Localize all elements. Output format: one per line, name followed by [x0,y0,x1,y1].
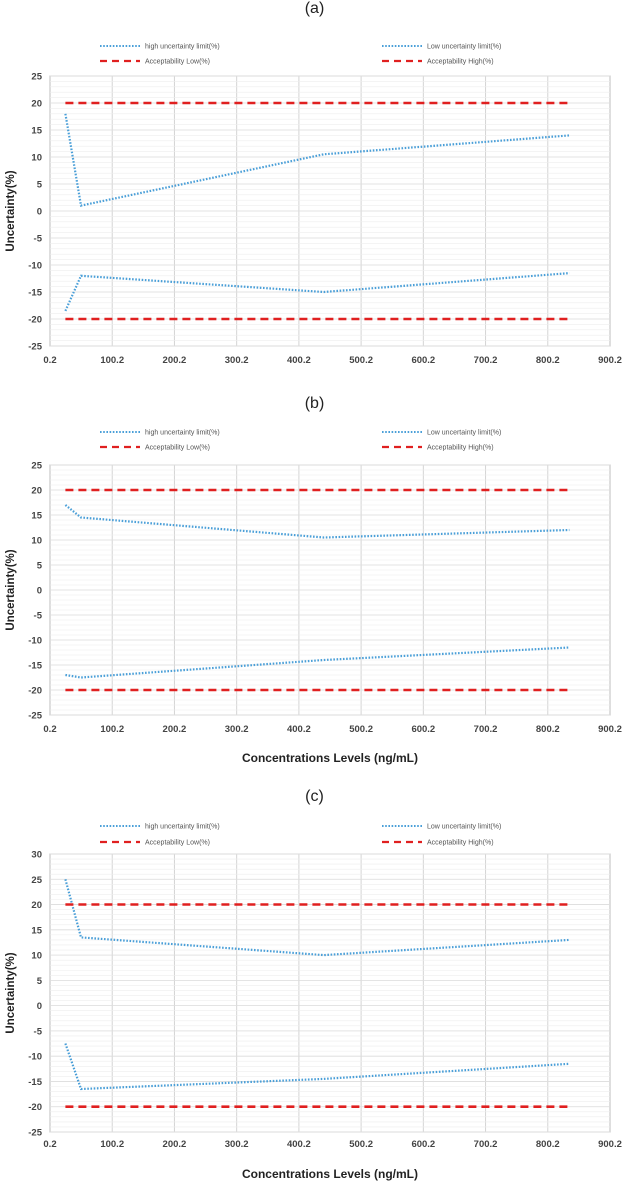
panel-label-b: (b) [304,395,325,412]
legend-label-3: Acceptability Low(%) [145,59,210,66]
x-tick-label: 900.2 [598,724,622,735]
x-axis-title: Concentrations Levels (ng/mL) [242,1167,418,1181]
x-tick-label: 400.2 [287,1139,311,1150]
x-tick-label: 600.2 [411,724,435,735]
y-tick-label: -10 [28,1052,42,1063]
y-tick-label: 10 [31,153,42,164]
legend-label-4: Acceptability High(%) [427,445,494,452]
y-tick-label: 15 [31,511,42,522]
series-line-high-uncertainty-limit [64,113,570,207]
legend-label-1: high uncertainty limit(%) [145,824,220,831]
y-tick-label: -10 [28,261,42,272]
y-tick-label: 20 [31,486,42,497]
uncertainty-chart-c: high uncertainty limit(%) Low uncertainty… [5,824,622,1182]
x-tick-label: 700.2 [474,724,498,735]
legend-label-3: Acceptability Low(%) [145,445,210,452]
x-tick-label: 900.2 [598,355,622,366]
series-line-low-uncertainty-limit [64,1043,570,1091]
uncertainty-chart-b: high uncertainty limit(%) Low uncertainty… [5,430,622,766]
y-tick-label: 5 [37,561,43,572]
series-line-low-uncertainty-limit [65,646,570,679]
legend-label-2: Low uncertainty limit(%) [427,824,501,831]
y-tick-label: 25 [31,461,42,472]
y-tick-label: 25 [31,72,42,83]
x-tick-label: 900.2 [598,1139,622,1150]
y-axis-title: Uncertainty(%) [5,549,17,630]
y-tick-label: 0 [37,207,42,218]
legend-label-2: Low uncertainty limit(%) [427,430,501,437]
x-tick-label: 400.2 [287,355,311,366]
y-tick-label: 20 [31,99,42,110]
series-line-high-uncertainty-limit [64,879,570,957]
x-tick-label: 0.2 [43,1139,56,1150]
y-tick-label: 10 [31,951,42,962]
legend-label-2: Low uncertainty limit(%) [427,44,501,51]
uncertainty-chart-a: high uncertainty limit(%) Low uncertainty… [5,44,622,367]
x-tick-label: 100.2 [100,1139,124,1150]
y-axis-title: Uncertainty(%) [5,170,17,251]
y-axis-title: Uncertainty(%) [5,952,17,1033]
x-tick-label: 400.2 [287,724,311,735]
x-tick-label: 300.2 [225,724,249,735]
y-tick-label: -25 [28,711,42,722]
plot-area [49,853,611,1133]
y-tick-label: -5 [34,234,43,245]
y-tick-label: 30 [31,850,42,861]
x-tick-label: 300.2 [225,355,249,366]
y-tick-label: 0 [37,586,42,597]
y-tick-label: -20 [28,315,42,326]
legend-label-1: high uncertainty limit(%) [145,430,220,437]
x-axis-title: Concentrations Levels (ng/mL) [242,751,418,765]
x-tick-label: 200.2 [163,1139,187,1150]
y-tick-label: -20 [28,686,42,697]
panel-label-a: (a) [304,0,325,17]
x-tick-label: 100.2 [100,355,124,366]
y-tick-label: -15 [28,288,42,299]
legend-label-1: high uncertainty limit(%) [145,44,220,51]
x-tick-label: 100.2 [100,724,124,735]
y-tick-label: 5 [37,976,43,987]
x-tick-label: 700.2 [474,1139,498,1150]
x-tick-label: 800.2 [536,1139,560,1150]
y-tick-label: 0 [37,1001,42,1012]
legend-label-4: Acceptability High(%) [427,840,494,847]
panel-label-c: (c) [305,788,324,805]
y-tick-label: -15 [28,1077,42,1088]
y-tick-label: -15 [28,661,42,672]
x-tick-label: 300.2 [225,1139,249,1150]
y-tick-label: -25 [28,1128,42,1139]
x-tick-label: 600.2 [411,1139,435,1150]
y-tick-label: 5 [37,180,43,191]
series-line-high-uncertainty-limit [64,504,570,539]
x-tick-label: 0.2 [43,724,56,735]
legend-label-4: Acceptability High(%) [427,59,494,66]
y-tick-label: 15 [31,925,42,936]
y-tick-label: 10 [31,536,42,547]
y-tick-label: -20 [28,1102,42,1113]
y-tick-label: -10 [28,636,42,647]
y-tick-label: 20 [31,900,42,911]
x-tick-label: 800.2 [536,355,560,366]
x-tick-label: 500.2 [349,355,373,366]
y-tick-label: 15 [31,126,42,137]
x-tick-label: 800.2 [536,724,560,735]
y-tick-label: -5 [34,611,43,622]
y-tick-label: -5 [34,1026,43,1037]
x-tick-label: 700.2 [474,355,498,366]
x-tick-label: 500.2 [349,724,373,735]
legend-label-3: Acceptability Low(%) [145,840,210,847]
x-tick-label: 500.2 [349,1139,373,1150]
y-tick-label: 25 [31,875,42,886]
x-tick-label: 0.2 [43,355,56,366]
y-tick-label: -25 [28,342,42,353]
x-tick-label: 200.2 [163,355,187,366]
x-tick-label: 600.2 [411,355,435,366]
x-tick-label: 200.2 [163,724,187,735]
series-line-low-uncertainty-limit [64,272,570,312]
